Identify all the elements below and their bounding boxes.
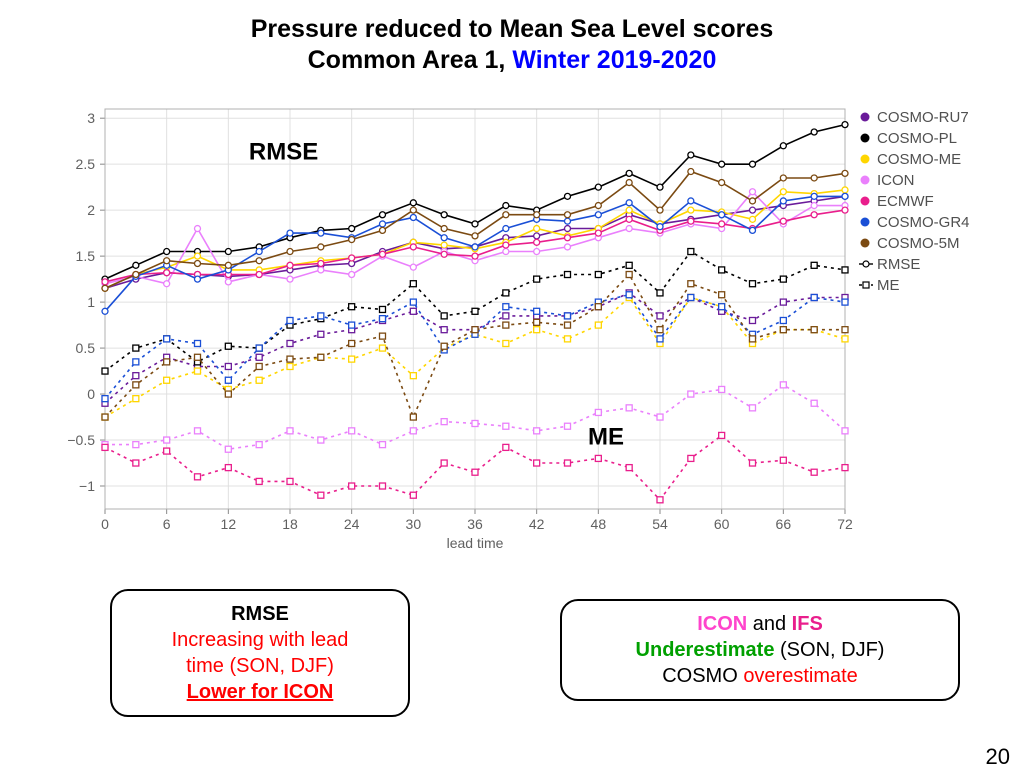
svg-text:ME: ME [877, 277, 900, 294]
svg-text:ICON: ICON [877, 172, 915, 189]
svg-text:36: 36 [467, 516, 483, 532]
svg-text:0: 0 [101, 516, 109, 532]
svg-text:−0.5: −0.5 [67, 432, 95, 448]
note-rmse: RMSE Increasing with lead time (SON, DJF… [110, 589, 410, 717]
svg-text:48: 48 [591, 516, 607, 532]
svg-text:1: 1 [87, 294, 95, 310]
note-r-and: and [747, 613, 791, 635]
title-line2a: Common Area 1, [308, 46, 513, 74]
page-number: 20 [986, 744, 1010, 770]
svg-text:42: 42 [529, 516, 545, 532]
note-rmse-l3: time (SON, DJF) [186, 655, 334, 677]
title-line2b: Winter 2019-2020 [512, 46, 716, 74]
svg-text:2.5: 2.5 [76, 156, 96, 172]
svg-text:72: 72 [837, 516, 853, 532]
chart-svg: 0 6 12 18 24 30 36 42 48 54 60 66 72 −1 −0.5 0 0.5 1 1.5 2 2… [50, 94, 980, 554]
svg-text:12: 12 [221, 516, 237, 532]
svg-text:30: 30 [406, 516, 422, 532]
note-r-over: overestimate [743, 665, 858, 687]
svg-text:0: 0 [87, 386, 95, 402]
svg-text:ECMWF: ECMWF [877, 193, 934, 210]
svg-text:COSMO-PL: COSMO-PL [877, 130, 957, 147]
svg-text:60: 60 [714, 516, 730, 532]
note-r-cosmo: COSMO [662, 665, 743, 687]
svg-text:66: 66 [776, 516, 792, 532]
svg-text:54: 54 [652, 516, 668, 532]
svg-text:6: 6 [163, 516, 171, 532]
note-r-icon: ICON [697, 613, 747, 635]
svg-text:COSMO-5M: COSMO-5M [877, 235, 960, 252]
svg-text:lead time: lead time [447, 535, 504, 551]
svg-text:RMSE: RMSE [877, 256, 920, 273]
svg-text:RMSE: RMSE [249, 139, 318, 166]
note-r-tail: (SON, DJF) [774, 639, 884, 661]
svg-text:COSMO-RU7: COSMO-RU7 [877, 109, 969, 126]
svg-text:COSMO-GR4: COSMO-GR4 [877, 214, 970, 231]
svg-text:24: 24 [344, 516, 360, 532]
svg-text:1.5: 1.5 [76, 248, 96, 264]
note-rmse-l4: Lower for ICON [187, 681, 334, 703]
svg-text:0.5: 0.5 [76, 340, 96, 356]
note-r-under: Underestimate [636, 639, 775, 661]
page-title: Pressure reduced to Mean Sea Level score… [0, 14, 1024, 77]
svg-text:3: 3 [87, 110, 95, 126]
note-rmse-head: RMSE [231, 603, 289, 625]
svg-text:−1: −1 [79, 478, 95, 494]
svg-text:2: 2 [87, 202, 95, 218]
svg-text:ME: ME [588, 424, 624, 451]
pmsl-chart: 0 6 12 18 24 30 36 42 48 54 60 66 72 −1 −0.5 0 0.5 1 1.5 2 2… [50, 94, 980, 554]
note-rmse-l2: Increasing with lead [172, 629, 349, 651]
svg-text:COSMO-ME: COSMO-ME [877, 151, 961, 168]
svg-text:18: 18 [282, 516, 298, 532]
note-icon-ifs: ICON and IFS Underestimate (SON, DJF) CO… [560, 599, 960, 701]
note-r-ifs: IFS [792, 613, 823, 635]
title-line1: Pressure reduced to Mean Sea Level score… [251, 15, 773, 43]
